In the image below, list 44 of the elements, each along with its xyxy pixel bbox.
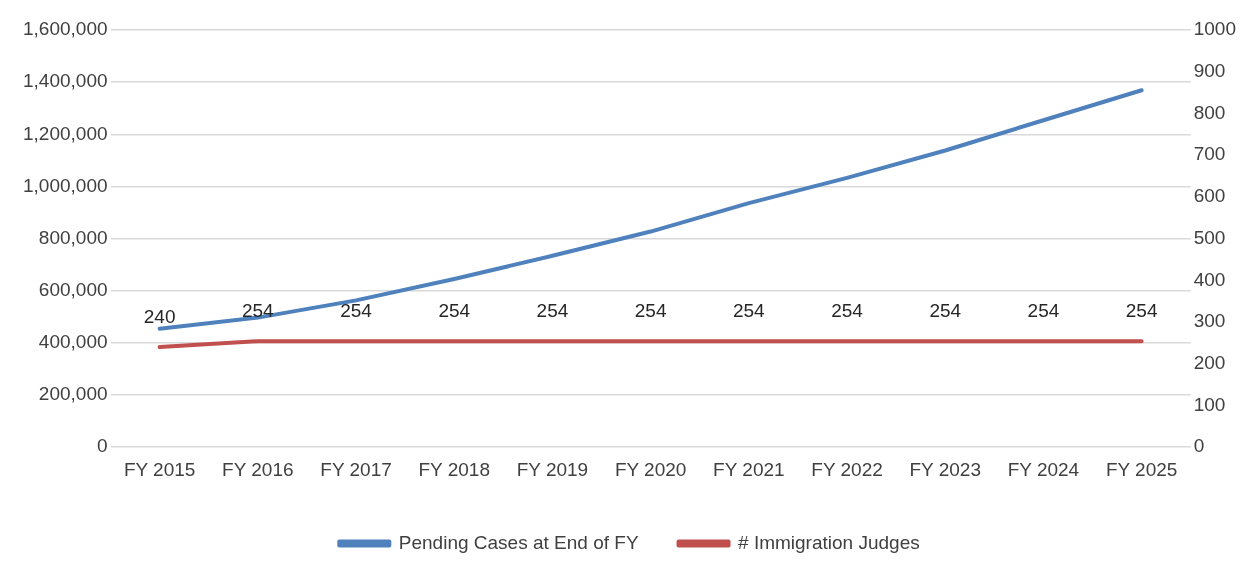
y2-tick-label: 700 [1193,143,1226,165]
data-label: 254 [1125,299,1158,321]
y2-tick-label: 300 [1193,310,1226,332]
x-tick-label: FY 2016 [222,458,294,480]
y2-tick-label: 100 [1193,393,1226,415]
y-tick-label: 800,000 [38,226,108,248]
data-label: 254 [241,299,275,321]
legend-label: Pending Cases at End of FY [398,531,639,553]
x-tick-label: FY 2024 [1007,458,1080,480]
data-label: 254 [831,299,864,321]
y-tick-label: 600,000 [38,278,108,300]
y2-tick-label: 1000 [1193,18,1237,40]
data-label: 254 [732,299,766,321]
data-label: 254 [1027,299,1060,321]
y-tick-label: 400,000 [38,331,108,353]
data-label: 254 [536,299,569,321]
data-label: 240 [143,305,176,327]
x-tick-label: FY 2018 [418,458,490,480]
data-label: 254 [438,299,471,321]
y2-tick-label: 400 [1193,268,1226,290]
x-tick-label: FY 2019 [516,458,589,480]
x-tick-label: FY 2017 [320,458,392,480]
x-tick-label: FY 2020 [614,458,687,480]
y-tick-label: 1,400,000 [22,70,108,92]
y-tick-label: 1,600,000 [22,18,108,40]
x-tick-label: FY 2025 [1105,458,1178,480]
x-tick-label: FY 2015 [123,458,196,480]
legend-label: # Immigration Judges [738,531,920,553]
x-tick-label: FY 2022 [811,458,883,480]
y2-tick-label: 0 [1193,435,1205,457]
data-label: 254 [634,299,667,321]
x-tick-label: FY 2021 [713,458,785,480]
x-tick-label: FY 2023 [909,458,981,480]
y2-tick-label: 500 [1193,226,1226,248]
y-tick-label: 200,000 [38,383,108,405]
y2-tick-label: 900 [1193,59,1226,81]
y2-tick-label: 800 [1193,101,1226,123]
y2-tick-label: 200 [1193,351,1226,373]
data-label: 254 [340,299,373,321]
y2-tick-label: 600 [1193,185,1226,207]
y-tick-label: 0 [96,435,108,457]
data-label: 254 [929,299,962,321]
y-tick-label: 1,000,000 [22,174,108,196]
y-tick-label: 1,200,000 [22,122,108,144]
